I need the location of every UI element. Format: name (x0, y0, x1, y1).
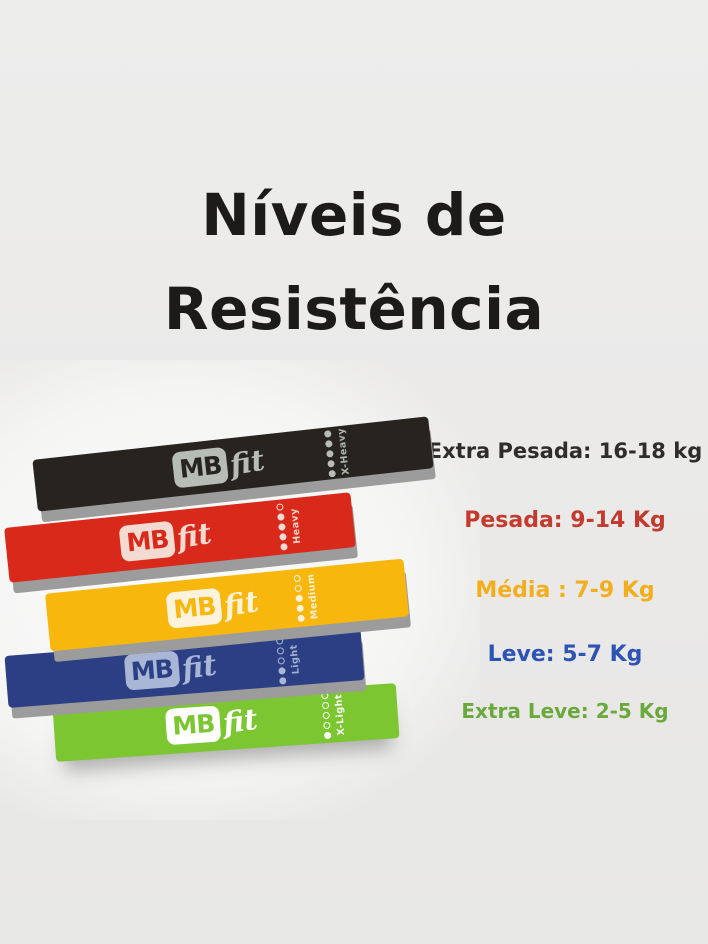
resistance-dot (326, 449, 334, 458)
resistance-meter: X-Heavy (323, 425, 353, 479)
resistance-meter: Light (275, 633, 303, 687)
resistance-dot (279, 676, 287, 685)
resistance-dot (293, 574, 302, 582)
level-leve: Leve: 5-7 Kg (487, 642, 643, 667)
resistance-meter: X-Light (321, 687, 348, 743)
resistance-dot (296, 604, 304, 612)
resistance-dot (323, 731, 332, 740)
resistance-dot (321, 701, 330, 710)
resistance-dots-icon (293, 574, 305, 622)
fit-logo-script: fit (174, 515, 215, 556)
resistance-dot (277, 656, 285, 665)
mbfit-logo: MB fit (165, 583, 262, 629)
title-line-2: Resistência (163, 275, 545, 343)
resistance-dot (328, 469, 336, 478)
resistance-dot (294, 584, 303, 592)
resistance-dot (323, 721, 331, 730)
mb-logo-box: MB (123, 650, 181, 691)
fit-logo-script: fit (220, 701, 260, 741)
resistance-dot (275, 636, 284, 645)
resistance-dot (276, 646, 285, 655)
resistance-dots-icon (275, 636, 287, 685)
resistance-dot (327, 459, 335, 468)
mb-logo-box: MB (118, 520, 177, 562)
level-pesada: Pesada: 9-14 Kg (464, 508, 666, 533)
resistance-dots-icon (276, 503, 288, 551)
resistance-dot (276, 503, 284, 511)
level-extra-leve: Extra Leve: 2-5 Kg (461, 699, 669, 723)
band-strength-label: Light (288, 643, 302, 675)
resistance-meter: Medium (293, 567, 322, 627)
level-extra-pesada: Extra Pesada: 16-18 kg (427, 439, 703, 463)
mbfit-logo: MB fit (171, 442, 268, 489)
band-strength-label: Heavy (288, 507, 304, 544)
mb-logo-box: MB (165, 704, 222, 745)
level-media: Média : 7-9 Kg (475, 578, 655, 603)
title-line-1: Níveis de (201, 181, 507, 249)
band-strength-label: Medium (305, 573, 321, 620)
resistance-dot (278, 666, 286, 675)
resistance-dot (295, 594, 303, 602)
resistance-dot (278, 523, 286, 531)
resistance-dot (297, 614, 305, 622)
mbfit-logo: MB fit (118, 515, 215, 562)
resistance-dot (324, 439, 333, 448)
resistance-dot (280, 543, 288, 551)
fit-logo-script: fit (179, 647, 219, 686)
fit-logo-script: fit (227, 442, 268, 482)
page-title: Níveis de Resistência (0, 168, 708, 356)
resistance-dot (321, 691, 329, 700)
mb-logo-box: MB (171, 446, 230, 489)
mbfit-logo: MB fit (165, 701, 260, 745)
resistance-dots-icon (323, 429, 336, 478)
resistance-dot (322, 711, 330, 720)
resistance-dot (277, 513, 285, 521)
mbfit-logo: MB fit (123, 647, 219, 691)
band-strength-label: X-Light (333, 693, 348, 736)
fit-logo-script: fit (221, 583, 262, 623)
band-strength-label: X-Heavy (335, 427, 352, 476)
resistance-dot (279, 533, 287, 541)
resistance-meter: Heavy (276, 498, 305, 555)
levels-list: Extra Pesada: 16-18 kg Pesada: 9-14 Kg M… (425, 0, 705, 944)
resistance-dots-icon (321, 691, 332, 740)
resistance-dot (323, 429, 332, 438)
mb-logo-box: MB (165, 587, 224, 629)
